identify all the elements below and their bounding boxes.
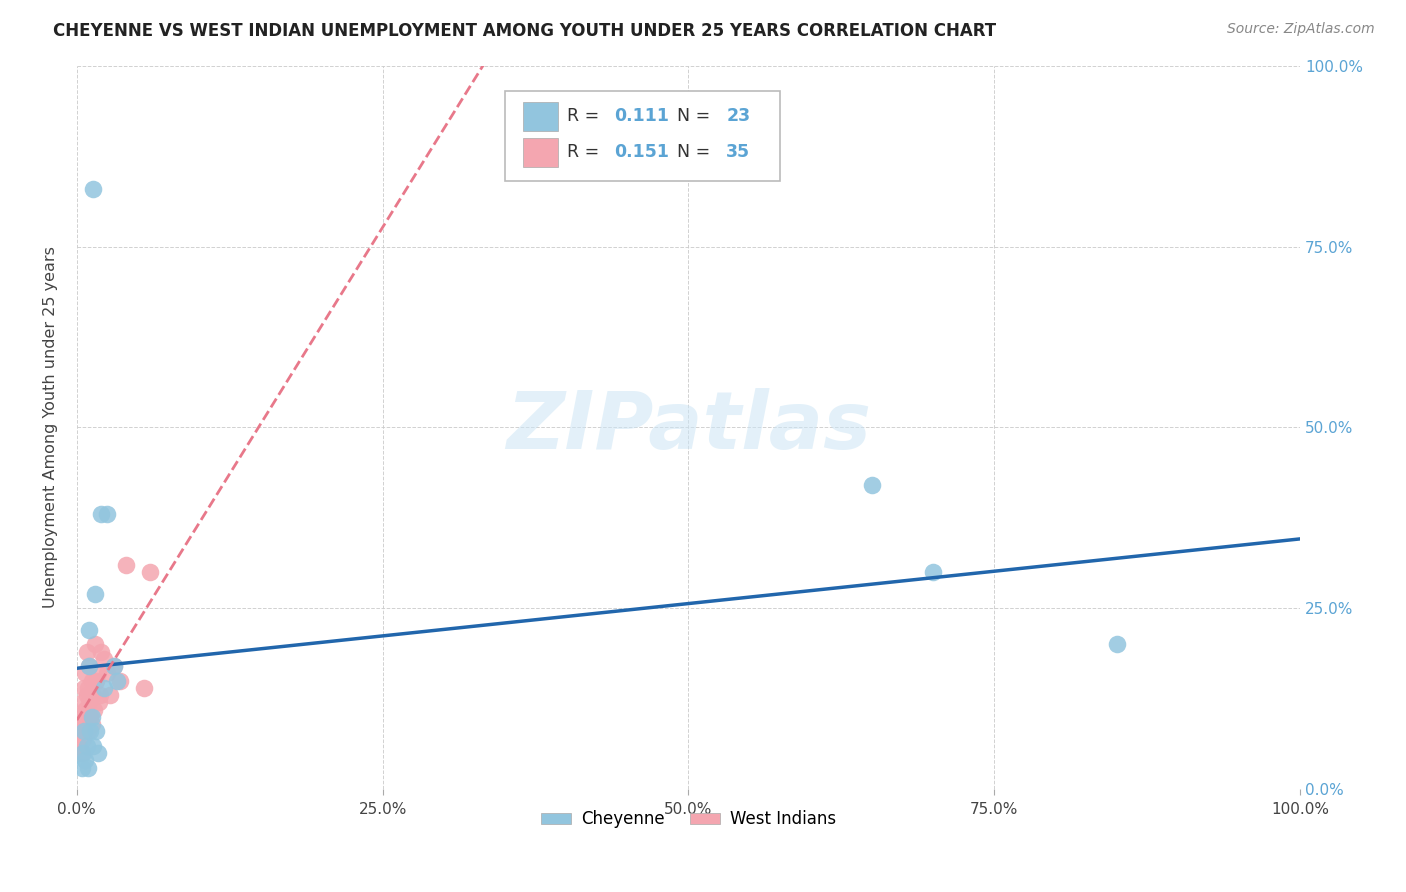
Point xyxy=(73,681,96,695)
FancyBboxPatch shape xyxy=(523,102,558,131)
FancyBboxPatch shape xyxy=(505,91,780,181)
Point xyxy=(93,681,115,695)
Point xyxy=(77,659,100,673)
Point xyxy=(76,688,98,702)
Point xyxy=(73,717,96,731)
Text: CHEYENNE VS WEST INDIAN UNEMPLOYMENT AMONG YOUTH UNDER 25 YEARS CORRELATION CHAR: CHEYENNE VS WEST INDIAN UNEMPLOYMENT AMO… xyxy=(53,22,997,40)
Point xyxy=(70,746,93,760)
Point xyxy=(70,760,93,774)
Point xyxy=(77,623,100,637)
Text: 23: 23 xyxy=(727,107,751,125)
Point xyxy=(75,666,97,681)
Point xyxy=(82,688,104,702)
Point xyxy=(103,659,125,673)
Point xyxy=(77,760,100,774)
Point xyxy=(76,739,98,753)
Point xyxy=(1105,638,1128,652)
Text: N =: N = xyxy=(678,107,716,125)
Legend: Cheyenne, West Indians: Cheyenne, West Indians xyxy=(534,804,842,835)
Point xyxy=(93,652,115,666)
Point xyxy=(90,645,112,659)
Point xyxy=(80,710,103,724)
Point xyxy=(72,731,94,746)
Point xyxy=(86,666,108,681)
Point xyxy=(134,681,156,695)
Point xyxy=(139,565,162,579)
Point xyxy=(67,739,90,753)
Point xyxy=(75,753,97,767)
Y-axis label: Unemployment Among Youth under 25 years: Unemployment Among Youth under 25 years xyxy=(44,246,58,608)
Point xyxy=(922,565,945,579)
Point xyxy=(860,478,883,492)
FancyBboxPatch shape xyxy=(523,138,558,167)
Text: 0.151: 0.151 xyxy=(614,144,669,161)
Point xyxy=(77,695,100,709)
Point xyxy=(72,695,94,709)
Point xyxy=(82,181,104,195)
Point xyxy=(108,673,131,688)
Point xyxy=(79,724,101,739)
Point xyxy=(72,746,94,760)
Point xyxy=(84,587,107,601)
Point xyxy=(86,746,108,760)
Point xyxy=(69,724,91,739)
Point xyxy=(77,724,100,739)
Point xyxy=(77,681,100,695)
Point xyxy=(98,688,121,702)
Text: R =: R = xyxy=(568,144,605,161)
Point xyxy=(103,659,125,673)
Point xyxy=(83,703,105,717)
Point xyxy=(70,710,93,724)
Point xyxy=(80,673,103,688)
Point xyxy=(76,645,98,659)
Point xyxy=(89,688,111,702)
Point xyxy=(73,724,96,739)
Point xyxy=(79,710,101,724)
Point xyxy=(114,558,136,572)
Point xyxy=(96,666,118,681)
Point xyxy=(87,695,110,709)
Point xyxy=(86,673,108,688)
Text: R =: R = xyxy=(568,107,605,125)
Point xyxy=(96,508,118,522)
Text: N =: N = xyxy=(678,144,716,161)
Text: 35: 35 xyxy=(727,144,751,161)
Point xyxy=(82,739,104,753)
Point xyxy=(75,703,97,717)
Text: ZIPatlas: ZIPatlas xyxy=(506,388,870,467)
Text: Source: ZipAtlas.com: Source: ZipAtlas.com xyxy=(1227,22,1375,37)
Text: 0.111: 0.111 xyxy=(614,107,669,125)
Point xyxy=(80,717,103,731)
Point xyxy=(84,638,107,652)
Point xyxy=(86,724,108,739)
Point xyxy=(77,659,100,673)
Point xyxy=(90,508,112,522)
Point xyxy=(105,673,128,688)
